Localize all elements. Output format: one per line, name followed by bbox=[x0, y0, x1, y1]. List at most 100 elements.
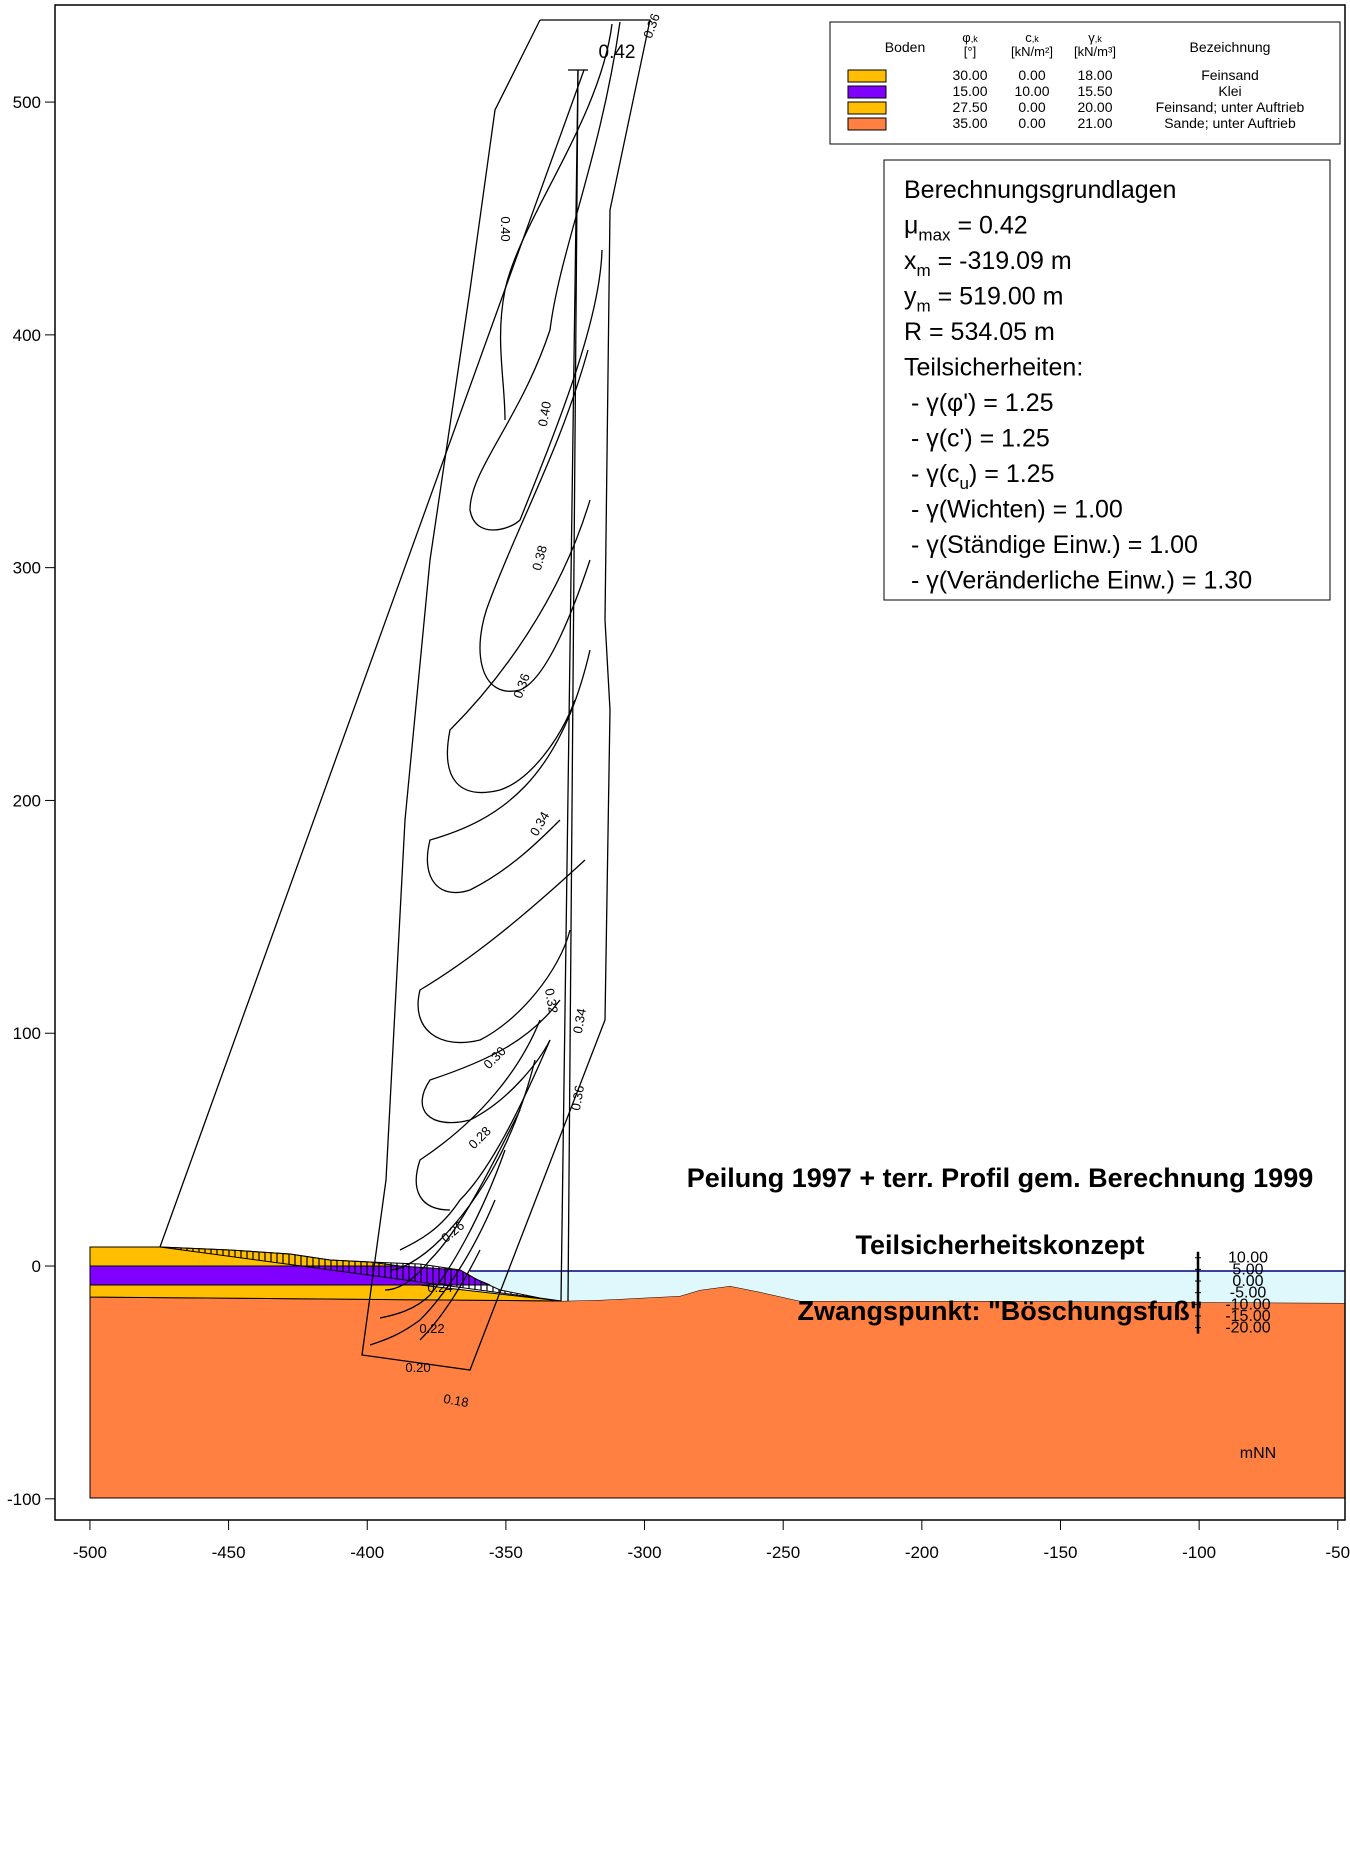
x-tick-label: -150 bbox=[1043, 1543, 1077, 1562]
slip-geometry bbox=[159, 19, 651, 1371]
info-sub: m bbox=[917, 297, 931, 316]
y-tick-label: 500 bbox=[13, 93, 41, 112]
legend-unit: [°] bbox=[964, 44, 976, 59]
y-tick-label: 0 bbox=[32, 1257, 41, 1276]
legend-cell: 20.00 bbox=[1077, 99, 1112, 115]
legend-header: γ,k bbox=[1088, 30, 1102, 45]
contour bbox=[389, 1059, 536, 1271]
info-line: - γ(φ') = 1.25 bbox=[904, 389, 1054, 417]
header-symbol: φ bbox=[962, 30, 970, 45]
legend-unit: [kN/m³] bbox=[1074, 44, 1116, 59]
contour-label: 0.24 bbox=[427, 1280, 452, 1295]
info-text: - γ(Wichten) = 1.00 bbox=[904, 496, 1123, 524]
contour bbox=[384, 1109, 521, 1291]
info-line: ym = 519.00 m bbox=[904, 283, 1063, 316]
info-line: - γ(c') = 1.25 bbox=[904, 425, 1050, 453]
x-tick-label: -200 bbox=[905, 1543, 939, 1562]
info-line: - γ(Veränderliche Einw.) = 1.30 bbox=[904, 567, 1252, 595]
info-text: Teilsicherheiten: bbox=[904, 354, 1083, 382]
level-label: 10.00 bbox=[1228, 1250, 1268, 1267]
legend-name: Klei bbox=[1218, 83, 1241, 99]
info-text: y bbox=[904, 283, 917, 311]
level-label: 0.00 bbox=[1232, 1273, 1263, 1290]
legend-cell: 30.00 bbox=[952, 67, 987, 83]
contour-label: 0.18 bbox=[442, 1391, 470, 1410]
contour-label: 0.42 bbox=[599, 42, 636, 63]
contour-label: 0.36 bbox=[640, 11, 663, 40]
legend-swatch bbox=[847, 69, 887, 83]
x-tick-label: -50 bbox=[1326, 1543, 1350, 1562]
info-sub: m bbox=[917, 261, 931, 280]
title: Peilung 1997 + terr. Profil gem. Berechn… bbox=[687, 1163, 1313, 1193]
contour-label: 0.36 bbox=[510, 671, 533, 700]
water bbox=[470, 1271, 1345, 1303]
contour bbox=[419, 1249, 481, 1341]
legend-name: Feinsand bbox=[1201, 67, 1259, 83]
legend-header: Bezeichnung bbox=[1190, 39, 1271, 55]
legend-swatch bbox=[847, 101, 887, 115]
title: Zwangspunkt: "Böschungsfuß" bbox=[797, 1296, 1202, 1326]
info-text: ) = 1.25 bbox=[969, 460, 1054, 488]
header-sub: ,k bbox=[971, 34, 979, 44]
contour bbox=[417, 859, 586, 1044]
info-text: - γ(c bbox=[904, 460, 960, 488]
info-text: - γ(Veränderliche Einw.) = 1.30 bbox=[904, 567, 1252, 595]
header-sub: ,k bbox=[1032, 34, 1040, 44]
contour-label: 0.22 bbox=[419, 1321, 444, 1336]
contour-label: 0.32 bbox=[542, 987, 561, 1015]
legend-cell: 10.00 bbox=[1014, 83, 1049, 99]
contour bbox=[421, 999, 561, 1124]
legend-cell: 15.00 bbox=[952, 83, 987, 99]
contour-label: 0.30 bbox=[480, 1043, 509, 1072]
level-label: -5.00 bbox=[1230, 1285, 1267, 1302]
level-label: -10.00 bbox=[1225, 1296, 1270, 1313]
header-symbol: γ bbox=[1088, 30, 1095, 45]
contour bbox=[369, 1199, 496, 1346]
legend-cell: 21.00 bbox=[1077, 115, 1112, 131]
level-label: -15.00 bbox=[1225, 1308, 1270, 1325]
radius-line bbox=[159, 69, 585, 1248]
info-box bbox=[883, 159, 1331, 601]
x-tick-label: -400 bbox=[350, 1543, 384, 1562]
legend-cell: 0.00 bbox=[1018, 99, 1045, 115]
legend-cell: 0.00 bbox=[1018, 115, 1045, 131]
contour bbox=[499, 23, 613, 421]
level-label: 5.00 bbox=[1232, 1261, 1263, 1278]
y-tick-label: -100 bbox=[7, 1490, 41, 1509]
legend-name: Sande; unter Auftrieb bbox=[1164, 115, 1296, 131]
info-line: - γ(Ständige Einw.) = 1.00 bbox=[904, 531, 1198, 559]
legend-unit: [kN/m²] bbox=[1011, 44, 1053, 59]
info-text: - γ(c') = 1.25 bbox=[904, 425, 1050, 453]
info-line: - γ(Wichten) = 1.00 bbox=[904, 496, 1123, 524]
contour bbox=[379, 1149, 506, 1319]
info-sub: max bbox=[918, 226, 951, 245]
info-line: - γ(cu) = 1.25 bbox=[904, 460, 1055, 493]
info-text: - γ(φ') = 1.25 bbox=[904, 389, 1054, 417]
x-tick-label: -300 bbox=[628, 1543, 662, 1562]
x-tick-label: -350 bbox=[489, 1543, 523, 1562]
legend-cell: 27.50 bbox=[952, 99, 987, 115]
info-text: Berechnungsgrundlagen bbox=[904, 176, 1176, 204]
header-symbol: c bbox=[1025, 30, 1032, 45]
header-sub: ,k bbox=[1095, 34, 1103, 44]
legend-header: φ,k bbox=[962, 30, 978, 45]
contour-label: 0.34 bbox=[527, 809, 553, 838]
legend-swatch bbox=[847, 85, 887, 99]
contour-label: 0.40 bbox=[535, 400, 554, 428]
info-text: x bbox=[904, 247, 917, 275]
contour-label: 0.20 bbox=[405, 1360, 430, 1375]
contour bbox=[469, 21, 621, 531]
contour-label: 0.40 bbox=[498, 216, 513, 241]
info-line: xm = -319.09 m bbox=[904, 247, 1072, 280]
grid-outline bbox=[361, 19, 651, 1371]
slip-body-hatch bbox=[159, 1246, 562, 1302]
info-text: μ bbox=[904, 212, 918, 240]
legend-cell: 35.00 bbox=[952, 115, 987, 131]
legend-header: Boden bbox=[885, 39, 925, 55]
plot-frame bbox=[54, 4, 1346, 1521]
legend-header: c,k bbox=[1025, 30, 1039, 45]
x-tick-label: -500 bbox=[73, 1543, 107, 1562]
info-text: R = 534.05 m bbox=[904, 318, 1055, 346]
info-line: μmax = 0.42 bbox=[904, 212, 1028, 245]
